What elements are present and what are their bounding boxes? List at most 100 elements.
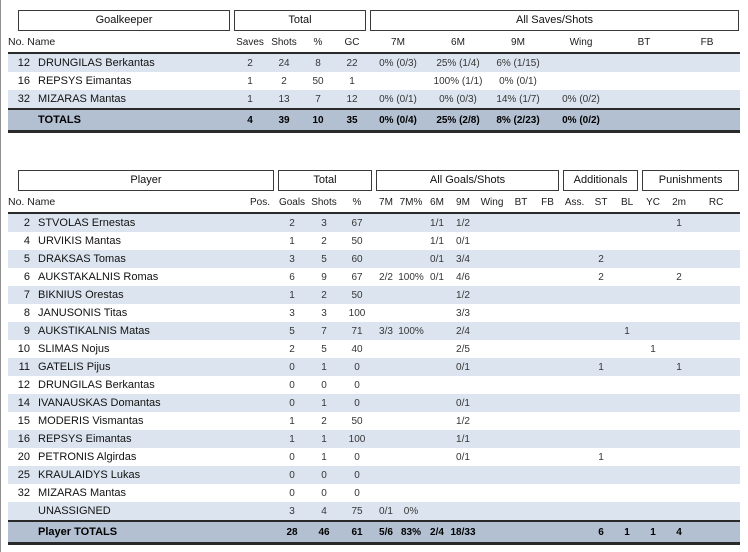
- stat-cell: [692, 268, 740, 286]
- stat-cell: [674, 72, 740, 90]
- stat-cell: [614, 90, 674, 109]
- player-name: STVOLAS Ernestas: [38, 217, 136, 229]
- column-header-2m: 2m: [666, 192, 693, 214]
- stat-cell: [692, 322, 741, 340]
- player-name-cell: 12 DRUNGILAS Berkantas: [8, 53, 232, 72]
- stat-cell: 0% (0/2): [548, 90, 614, 109]
- stat-cell: 1/2: [456, 415, 470, 427]
- stat-cell: 1: [232, 90, 268, 109]
- player-number: 15: [17, 415, 30, 427]
- stat-cell: [374, 394, 398, 412]
- table-row: 16 REPSYS Eimantas 1 1 100 1/1: [8, 430, 741, 448]
- stat-cell: [666, 250, 693, 268]
- stat-cell: 2: [276, 213, 308, 232]
- stat-cell: [588, 304, 614, 322]
- column-header-no-name: No. Name: [8, 192, 244, 214]
- stat-cell: [476, 376, 508, 394]
- player-name: MIZARAS Mantas: [38, 93, 127, 105]
- stat-cell: [424, 376, 450, 394]
- stat-cell: [476, 213, 508, 232]
- stat-cell: [640, 448, 666, 466]
- stat-cell: [476, 322, 508, 340]
- stat-cell: [534, 250, 562, 268]
- stat-cell: [508, 213, 534, 232]
- stat-cell: 2: [321, 415, 327, 427]
- stat-cell: [561, 213, 589, 232]
- player-name: AUKSTAKALNIS Romas: [38, 271, 159, 283]
- group-header-punishments: Punishments: [642, 170, 740, 191]
- stat-cell: [674, 108, 741, 133]
- stat-cell: 3: [289, 307, 295, 319]
- stat-cell: [244, 322, 276, 340]
- stat-cell: 67: [340, 213, 374, 232]
- stat-cell: 2: [321, 235, 327, 247]
- stat-cell: [508, 322, 534, 340]
- table-row: 6 AUKSTAKALNIS Romas 6 9 67 2/2 100% 0/1 4/6 2 2: [8, 268, 740, 286]
- stat-cell: 5: [321, 343, 327, 355]
- stat-cell: 1: [349, 75, 355, 87]
- stat-cell: [614, 448, 640, 466]
- stat-cell: 1: [614, 520, 641, 545]
- group-header-player: Player: [18, 170, 274, 191]
- stat-cell: [692, 250, 741, 268]
- stat-cell: 1: [308, 358, 340, 376]
- stat-cell: 0/1: [450, 358, 476, 376]
- column-header-bl: BL: [614, 192, 641, 214]
- stat-cell: 2: [232, 53, 268, 72]
- stat-cell: [692, 412, 740, 430]
- stat-cell: [534, 430, 562, 448]
- stat-cell: [374, 484, 398, 502]
- stat-cell: 0/1: [456, 235, 470, 247]
- stat-cell: 1/1: [424, 213, 450, 232]
- stat-cell: 75: [340, 502, 374, 521]
- stat-cell: [244, 268, 276, 286]
- totals-label: Player TOTALS: [8, 520, 244, 545]
- table-row: 32 MIZARAS Mantas 1 13 7 12 0% (0/1) 0% (0/3) 14…: [8, 90, 741, 109]
- stat-cell: [561, 484, 588, 502]
- player-number: 25: [17, 469, 30, 481]
- stat-cell: 60: [340, 250, 374, 268]
- stat-cell: 3: [276, 502, 308, 521]
- player-number: 8: [23, 307, 30, 319]
- stat-cell: [534, 304, 561, 322]
- stat-cell: [450, 502, 476, 521]
- group-header-row: Goalkeeper Total All Saves/Shots: [8, 9, 740, 32]
- stat-cell: [368, 72, 428, 90]
- stat-cell: [614, 72, 674, 90]
- stat-cell: 25% (1/4): [428, 53, 488, 72]
- table-row: 4 URVIKIS Mantas 1 2 50 1/1 0/1: [8, 232, 740, 250]
- stat-cell: 71: [340, 322, 374, 340]
- table-row: 20 PETRONIS Algirdas 0 1 0 0/1 1: [8, 448, 740, 466]
- stat-cell: [614, 250, 641, 268]
- stat-cell: [244, 412, 276, 430]
- stat-cell: 3: [308, 213, 340, 232]
- stat-cell: [640, 322, 667, 340]
- stat-cell: [666, 394, 693, 412]
- column-header-no-name: No. Name: [8, 32, 232, 54]
- column-header-row: No. Name Saves Shots % GC 7M 6M 9M Wing …: [8, 32, 741, 54]
- stat-cell: [476, 304, 508, 322]
- stat-cell: [476, 502, 508, 521]
- player-name: URVIKIS Mantas: [38, 235, 121, 247]
- stat-cell: [450, 376, 476, 394]
- stat-cell: 0/1: [424, 250, 450, 268]
- stat-cell: [244, 213, 276, 232]
- stat-cell: 0: [289, 487, 295, 499]
- column-header-shots: Shots: [268, 32, 300, 54]
- stat-cell: [588, 430, 615, 448]
- goalkeeper-totals-row: TOTALS 4 39 10 35 0% (0/4) 25% (2/8) 8% …: [8, 108, 741, 133]
- stat-cell: [588, 484, 614, 502]
- stat-cell: [424, 358, 450, 376]
- stat-cell: [534, 376, 561, 394]
- stat-cell: 8: [300, 53, 336, 72]
- stat-cell: [534, 412, 561, 430]
- stat-cell: [614, 466, 641, 484]
- stat-cell: [374, 466, 398, 484]
- stat-cell: [424, 322, 450, 340]
- stat-cell: [588, 466, 615, 484]
- column-header-gc: GC: [336, 32, 368, 54]
- group-header-all-saves-shots: All Saves/Shots: [370, 10, 740, 31]
- stat-cell: [398, 394, 424, 412]
- goalkeeper-stats-table: Goalkeeper Total All Saves/Shots No. Nam…: [8, 9, 741, 133]
- column-header-7m: 7M: [368, 32, 428, 54]
